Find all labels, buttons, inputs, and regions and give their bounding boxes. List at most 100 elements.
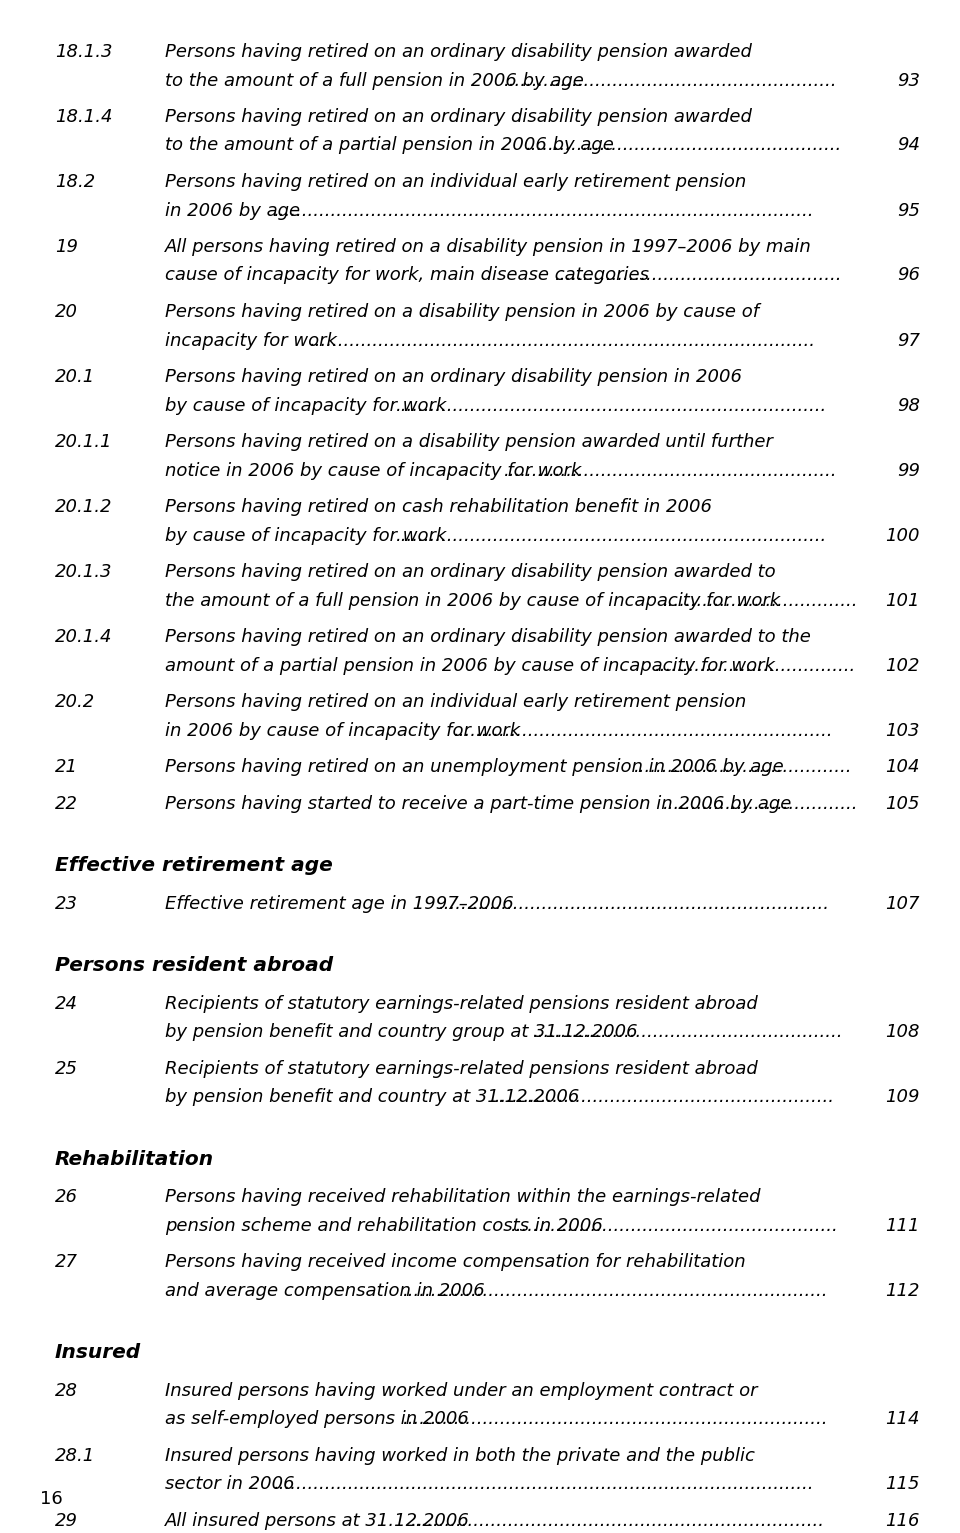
Text: .........................................................: ........................................… xyxy=(512,1217,839,1234)
Text: Persons having retired on an ordinary disability pension awarded: Persons having retired on an ordinary di… xyxy=(165,107,752,126)
Text: Persons having received income compensation for rehabilitation: Persons having received income compensat… xyxy=(165,1252,746,1271)
Text: the amount of a full pension in 2006 by cause of incapacity for work: the amount of a full pension in 2006 by … xyxy=(165,592,780,610)
Text: All insured persons at 31.12.2006: All insured persons at 31.12.2006 xyxy=(165,1512,469,1530)
Text: 18.1.4: 18.1.4 xyxy=(55,107,112,126)
Text: ..................................: .................................. xyxy=(662,592,858,610)
Text: Persons having retired on an ordinary disability pension awarded to: Persons having retired on an ordinary di… xyxy=(165,563,776,581)
Text: Insured persons having worked in both the private and the public: Insured persons having worked in both th… xyxy=(165,1447,755,1464)
Text: 26: 26 xyxy=(55,1188,78,1206)
Text: 18.1.3: 18.1.3 xyxy=(55,43,112,61)
Text: Effective retirement age: Effective retirement age xyxy=(55,855,333,875)
Text: 108: 108 xyxy=(885,1023,920,1041)
Text: 27: 27 xyxy=(55,1252,78,1271)
Text: to the amount of a full pension in 2006 by age: to the amount of a full pension in 2006 … xyxy=(165,72,584,89)
Text: 93: 93 xyxy=(897,72,920,89)
Text: ............................................................: ........................................… xyxy=(490,1088,835,1105)
Text: Persons having retired on an ordinary disability pension awarded to the: Persons having retired on an ordinary di… xyxy=(165,629,811,645)
Text: ..........................................................................: ........................................… xyxy=(403,1410,828,1429)
Text: Persons having retired on an individual early retirement pension: Persons having retired on an individual … xyxy=(165,173,746,192)
Text: by cause of incapacity for work: by cause of incapacity for work xyxy=(165,526,446,544)
Text: Persons having retired on a disability pension awarded until further: Persons having retired on a disability p… xyxy=(165,432,773,451)
Text: 99: 99 xyxy=(897,461,920,480)
Text: 20: 20 xyxy=(55,304,78,320)
Text: 23: 23 xyxy=(55,894,78,912)
Text: 101: 101 xyxy=(885,592,920,610)
Text: Effective retirement age in 1997–2006: Effective retirement age in 1997–2006 xyxy=(165,894,514,912)
Text: Persons having started to receive a part-time pension in 2006 by age: Persons having started to receive a part… xyxy=(165,794,791,812)
Text: 20.1: 20.1 xyxy=(55,368,95,386)
Text: 112: 112 xyxy=(885,1282,920,1300)
Text: ................................................................................: ........................................… xyxy=(274,201,814,219)
Text: ......................................................: ........................................… xyxy=(533,1023,844,1041)
Text: 21: 21 xyxy=(55,757,78,776)
Text: 107: 107 xyxy=(885,894,920,912)
Text: 20.2: 20.2 xyxy=(55,693,95,711)
Text: 20.1.3: 20.1.3 xyxy=(55,563,112,581)
Text: Persons having retired on cash rehabilitation benefit in 2006: Persons having retired on cash rehabilit… xyxy=(165,498,712,517)
Text: 109: 109 xyxy=(885,1088,920,1105)
Text: 29: 29 xyxy=(55,1512,78,1530)
Text: 22: 22 xyxy=(55,794,78,812)
Text: ...........................................................................: ........................................… xyxy=(396,526,828,544)
Text: as self-employed persons in 2006: as self-employed persons in 2006 xyxy=(165,1410,468,1429)
Text: ..................................: .................................. xyxy=(662,794,858,812)
Text: sector in 2006: sector in 2006 xyxy=(165,1475,295,1493)
Text: notice in 2006 by cause of incapacity for work: notice in 2006 by cause of incapacity fo… xyxy=(165,461,581,480)
Text: ..................................................: ........................................… xyxy=(555,267,842,285)
Text: Persons resident abroad: Persons resident abroad xyxy=(55,957,333,975)
Text: Insured: Insured xyxy=(55,1343,141,1361)
Text: ..................................................................: ........................................… xyxy=(454,722,833,739)
Text: Recipients of statutory earnings-related pensions resident abroad: Recipients of statutory earnings-related… xyxy=(165,995,757,1012)
Text: 95: 95 xyxy=(897,201,920,219)
Text: in 2006 by cause of incapacity for work: in 2006 by cause of incapacity for work xyxy=(165,722,520,739)
Text: ....................................................................: ........................................… xyxy=(440,894,830,912)
Text: 105: 105 xyxy=(885,794,920,812)
Text: 28.1: 28.1 xyxy=(55,1447,95,1464)
Text: 16: 16 xyxy=(40,1490,62,1508)
Text: 20.1.1: 20.1.1 xyxy=(55,432,112,451)
Text: ...................................: ................................... xyxy=(656,656,856,675)
Text: 96: 96 xyxy=(897,267,920,285)
Text: 97: 97 xyxy=(897,331,920,350)
Text: ..........................................................................: ........................................… xyxy=(403,1282,828,1300)
Text: 94: 94 xyxy=(897,136,920,155)
Text: Persons having retired on a disability pension in 2006 by cause of: Persons having retired on a disability p… xyxy=(165,304,759,320)
Text: ..........................................................: ........................................… xyxy=(504,461,838,480)
Text: 115: 115 xyxy=(885,1475,920,1493)
Text: and average compensation in 2006: and average compensation in 2006 xyxy=(165,1282,485,1300)
Text: by pension benefit and country group at 31.12.2006: by pension benefit and country group at … xyxy=(165,1023,637,1041)
Text: by pension benefit and country at 31.12.2006: by pension benefit and country at 31.12.… xyxy=(165,1088,580,1105)
Text: 114: 114 xyxy=(885,1410,920,1429)
Text: ..........................................................: ........................................… xyxy=(504,72,838,89)
Text: 98: 98 xyxy=(897,397,920,414)
Text: Insured persons having worked under an employment contract or: Insured persons having worked under an e… xyxy=(165,1381,757,1400)
Text: 20.1.2: 20.1.2 xyxy=(55,498,112,517)
Text: .......................................................: ........................................… xyxy=(526,136,842,155)
Text: amount of a partial pension in 2006 by cause of incapacity for work: amount of a partial pension in 2006 by c… xyxy=(165,656,775,675)
Text: ......................................: ...................................... xyxy=(634,757,852,776)
Text: pension scheme and rehabilitation costs in 2006: pension scheme and rehabilitation costs … xyxy=(165,1217,603,1234)
Text: 24: 24 xyxy=(55,995,78,1012)
Text: Persons having retired on an unemployment pension in 2006 by age: Persons having retired on an unemploymen… xyxy=(165,757,783,776)
Text: by cause of incapacity for work: by cause of incapacity for work xyxy=(165,397,446,414)
Text: 19: 19 xyxy=(55,238,78,256)
Text: ...........................................................................: ........................................… xyxy=(396,397,828,414)
Text: 104: 104 xyxy=(885,757,920,776)
Text: Recipients of statutory earnings-related pensions resident abroad: Recipients of statutory earnings-related… xyxy=(165,1059,757,1078)
Text: ................................................................................: ........................................… xyxy=(274,1475,814,1493)
Text: to the amount of a partial pension in 2006 by age: to the amount of a partial pension in 20… xyxy=(165,136,613,155)
Text: 116: 116 xyxy=(885,1512,920,1530)
Text: incapacity for work: incapacity for work xyxy=(165,331,337,350)
Text: All persons having retired on a disability pension in 1997–2006 by main: All persons having retired on a disabili… xyxy=(165,238,812,256)
Text: 103: 103 xyxy=(885,722,920,739)
Text: in 2006 by age: in 2006 by age xyxy=(165,201,300,219)
Text: Persons having retired on an ordinary disability pension awarded: Persons having retired on an ordinary di… xyxy=(165,43,752,61)
Text: 20.1.4: 20.1.4 xyxy=(55,629,112,645)
Text: 25: 25 xyxy=(55,1059,78,1078)
Text: ................................................................................: ........................................… xyxy=(310,331,816,350)
Text: Persons having retired on an individual early retirement pension: Persons having retired on an individual … xyxy=(165,693,746,711)
Text: Rehabilitation: Rehabilitation xyxy=(55,1150,214,1168)
Text: 28: 28 xyxy=(55,1381,78,1400)
Text: cause of incapacity for work, main disease categories: cause of incapacity for work, main disea… xyxy=(165,267,649,285)
Text: ........................................................................: ........................................… xyxy=(411,1512,825,1530)
